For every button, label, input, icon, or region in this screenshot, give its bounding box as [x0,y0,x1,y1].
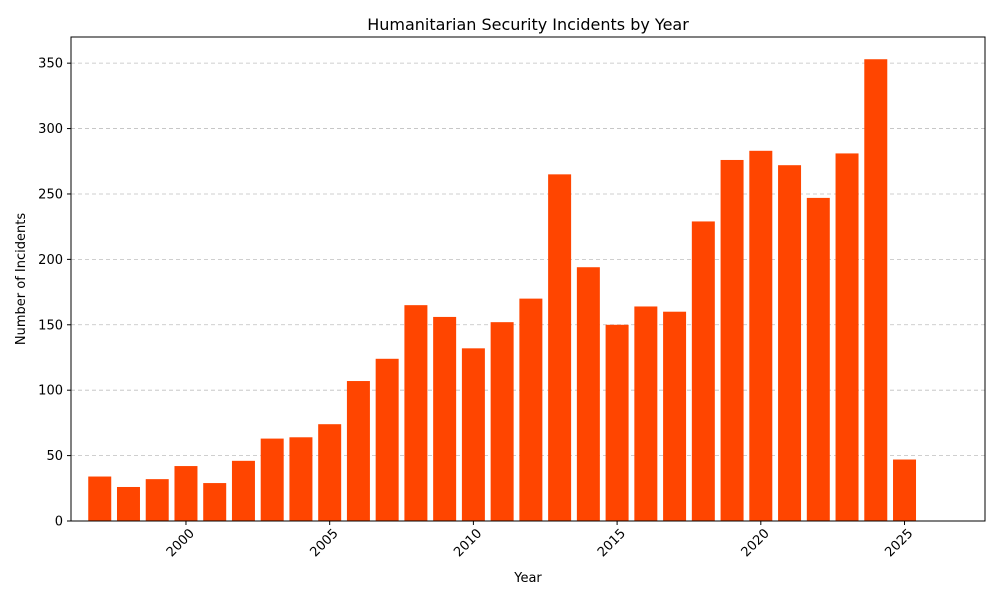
bar-2004 [289,437,313,521]
x-axis-label: Year [513,571,542,586]
bar-2013 [548,174,572,521]
bar-2025 [893,459,917,521]
bar-2009 [433,316,457,521]
y-tick-label: 100 [38,384,63,399]
y-tick-label: 350 [38,57,63,72]
chart-title: Humanitarian Security Incidents by Year [367,15,689,34]
bar-2023 [835,153,859,521]
bar-2003 [260,438,284,521]
bar-2008 [404,305,428,521]
bar-2006 [346,381,370,521]
bar-2001 [203,483,227,521]
bar-2020 [749,150,773,521]
y-tick-label: 250 [38,187,63,202]
y-tick-label: 300 [38,122,63,137]
bar-2019 [720,159,744,521]
y-axis-label: Number of Incidents [14,213,29,345]
bar-1997 [88,476,112,521]
bar-1998 [116,486,140,521]
y-tick-label: 0 [55,515,63,530]
bar-2015 [605,324,629,521]
bar-2007 [375,358,399,521]
y-tick-label: 150 [38,318,63,333]
bar-2000 [174,466,198,521]
bar-2014 [576,267,600,521]
plot-frame [70,36,986,522]
bar-1999 [145,479,169,521]
bars [88,59,917,522]
bar-2016 [634,306,658,521]
bar-2012 [519,298,543,521]
bar-2011 [490,322,514,521]
bar-2022 [806,197,830,522]
y-tick-label: 200 [38,253,63,268]
bar-2017 [663,311,687,521]
bar-2018 [691,221,715,521]
y-tick-label: 50 [46,449,63,464]
bar-2024 [864,59,888,521]
bar-2021 [778,165,802,522]
bar-2010 [461,348,485,521]
y-axis-ticks: 0 50 100 150 200 250 300 350 [38,57,71,530]
bar-2005 [318,424,342,521]
bar-2002 [231,460,255,521]
